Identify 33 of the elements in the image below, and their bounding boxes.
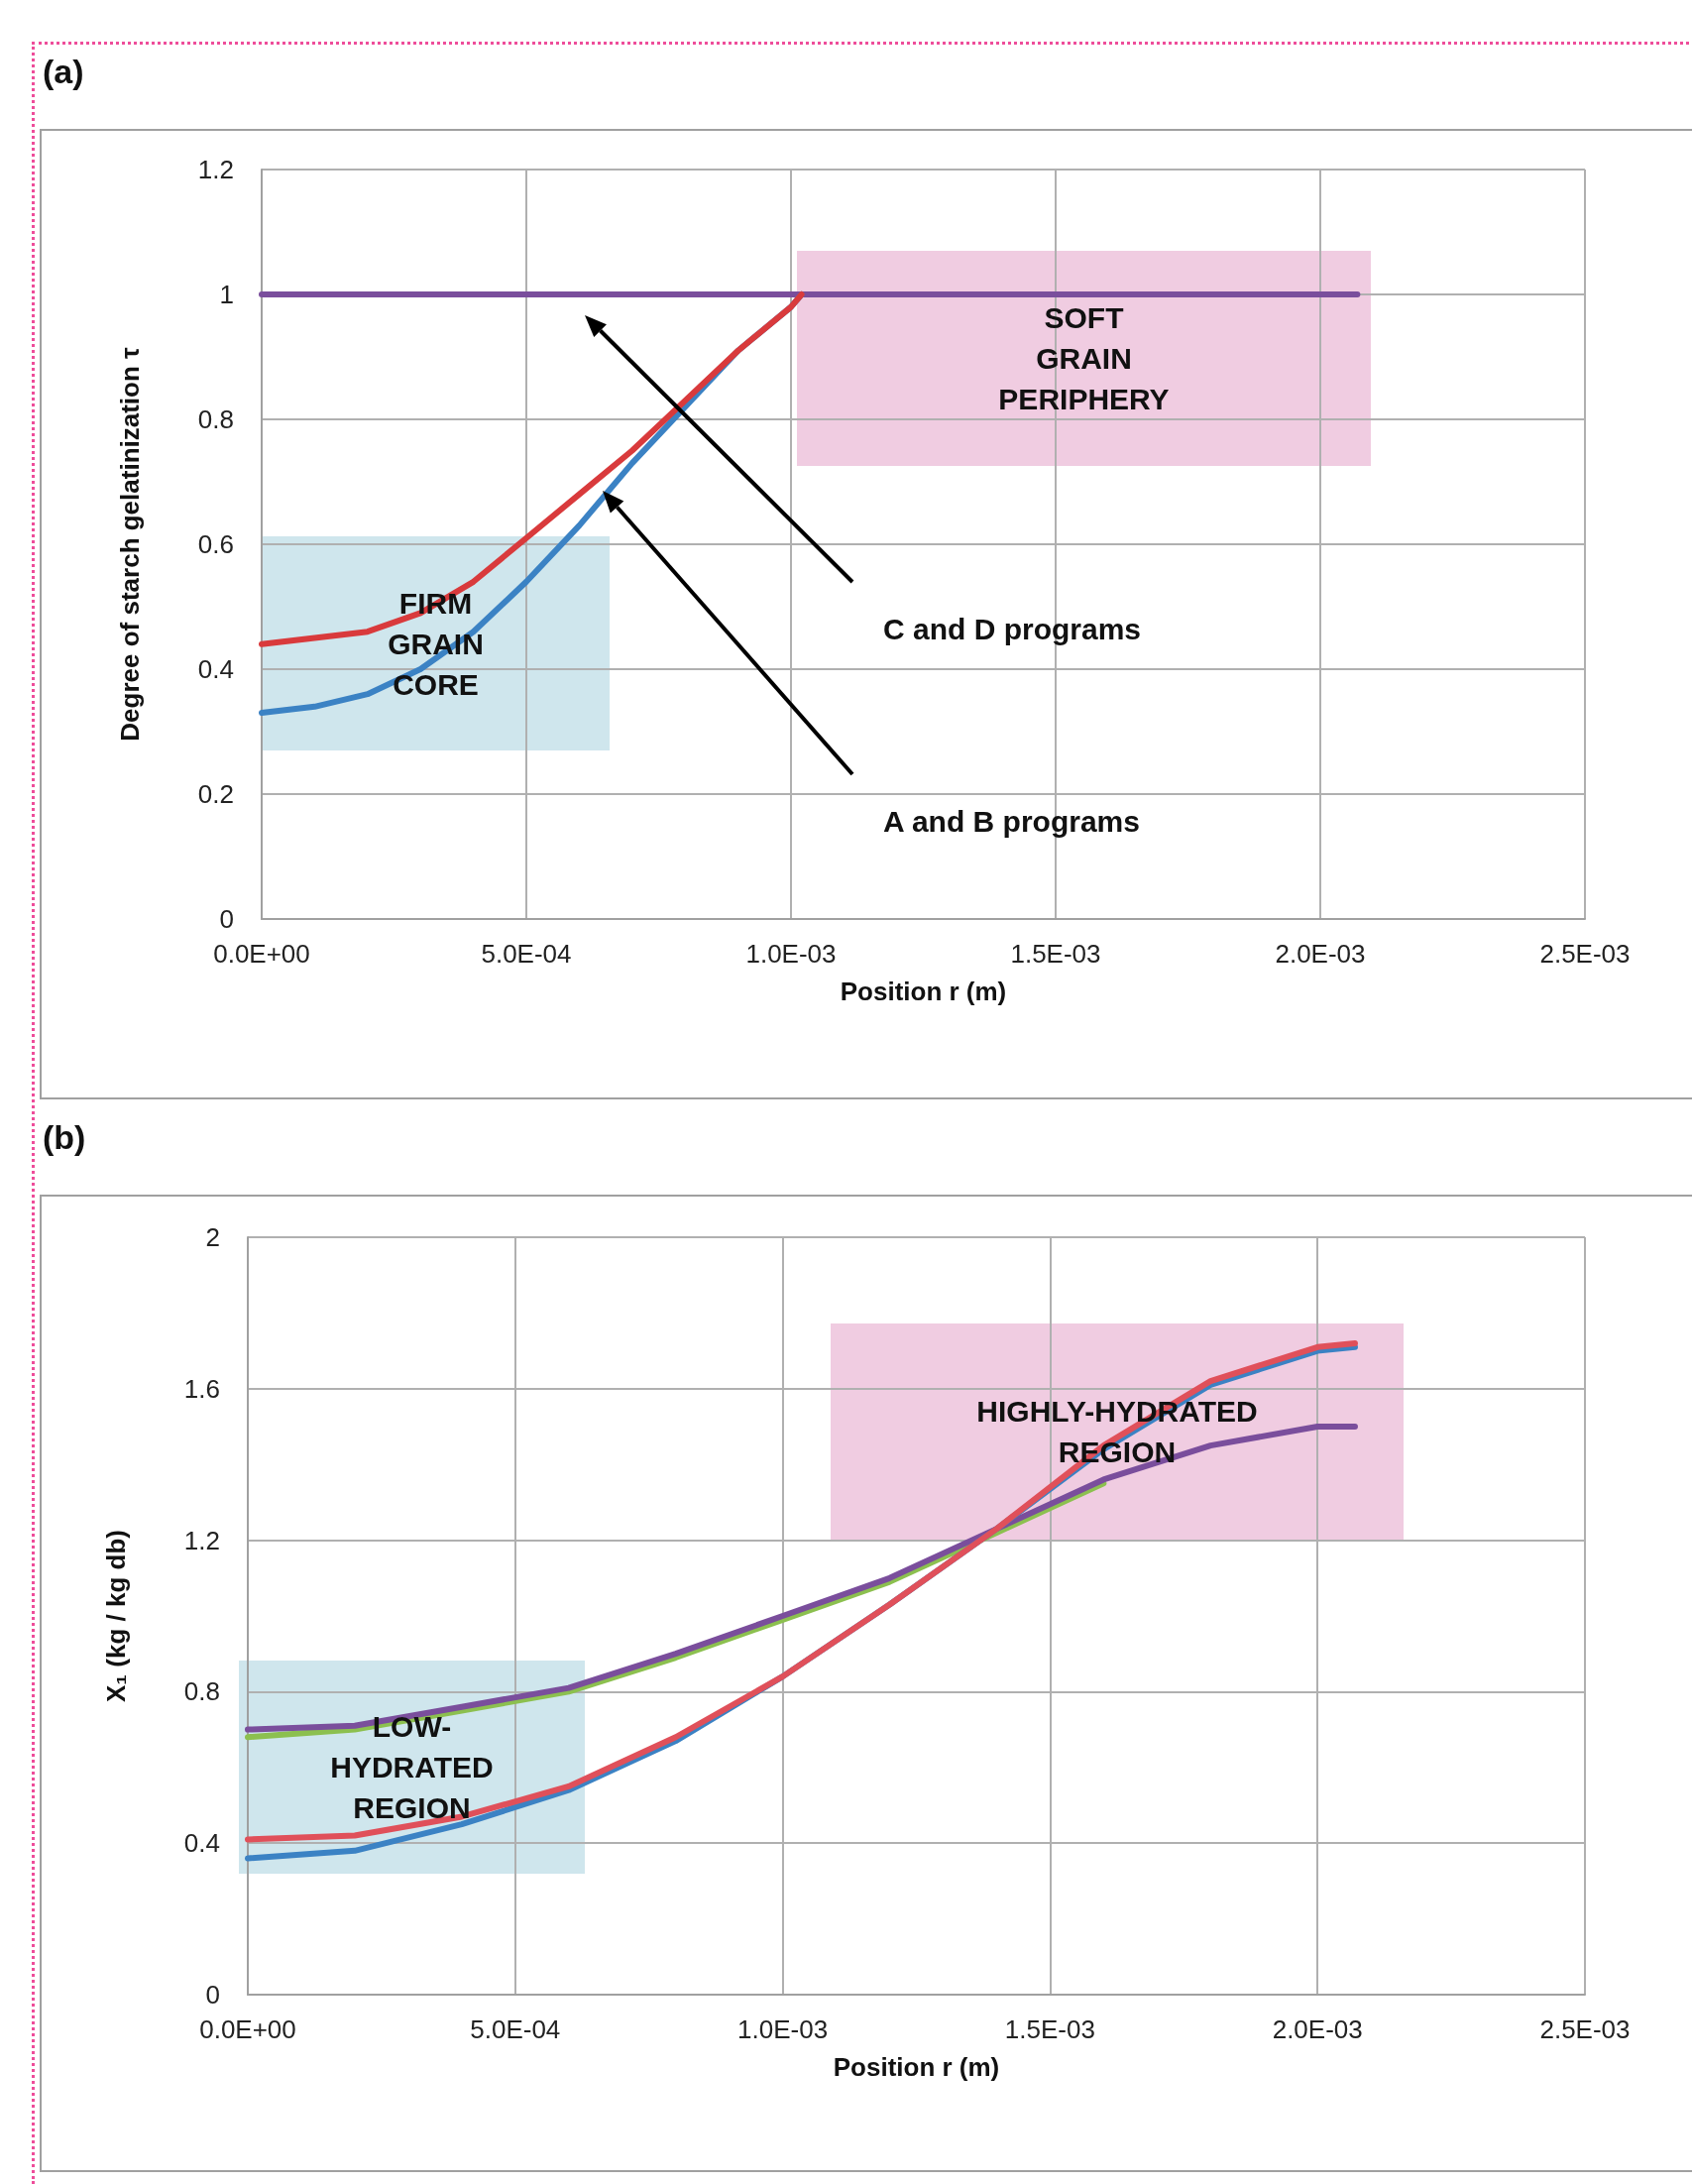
y-tick-label: 0.8 [183, 1676, 220, 1707]
x-tick-label: 1.5E-03 [1010, 939, 1101, 969]
x-tick-label: 2.5E-03 [1539, 2014, 1631, 2044]
y-axis-title: Degree of starch gelatinization τ [115, 346, 145, 742]
y-tick-label: 0.2 [197, 779, 234, 809]
chart-title: (b) [43, 1118, 86, 1156]
y-tick-label: 0.4 [197, 654, 234, 684]
annotation: C and D programs [883, 612, 1142, 647]
x-tick-label: 2.5E-03 [1539, 939, 1631, 969]
y-tick-label: 1.6 [183, 1373, 220, 1404]
annotation: A and B programs [883, 804, 1140, 840]
x-axis-title: Position r (m) [840, 977, 1007, 1006]
x-tick-label: 0.0E+00 [213, 939, 310, 969]
chart-title: (a) [43, 53, 84, 90]
x-tick-label: 2.0E-03 [1275, 939, 1366, 969]
y-tick-label: 0.8 [197, 404, 234, 434]
y-tick-label: 0 [205, 1980, 220, 2010]
y-tick-label: 1.2 [197, 155, 234, 184]
x-tick-label: 1.5E-03 [1004, 2014, 1095, 2044]
x-tick-label: 0.0E+00 [199, 2014, 296, 2044]
x-axis-title: Position r (m) [833, 2052, 1000, 2082]
y-tick-label: 0.6 [197, 529, 234, 559]
y-tick-label: 0.4 [183, 1828, 220, 1859]
y-tick-label: 1.2 [183, 1525, 220, 1555]
x-tick-label: 1.0E-03 [745, 939, 837, 969]
x-tick-label: 2.0E-03 [1272, 2014, 1363, 2044]
y-tick-label: 0 [219, 904, 234, 934]
y-tick-label: 1 [219, 280, 234, 309]
x-tick-label: 5.0E-04 [481, 939, 572, 969]
x-tick-label: 1.0E-03 [737, 2014, 829, 2044]
x-tick-label: 5.0E-04 [470, 2014, 561, 2044]
y-axis-title: X₁ (kg / kg db) [101, 1530, 131, 1702]
y-tick-label: 2 [205, 1222, 220, 1252]
